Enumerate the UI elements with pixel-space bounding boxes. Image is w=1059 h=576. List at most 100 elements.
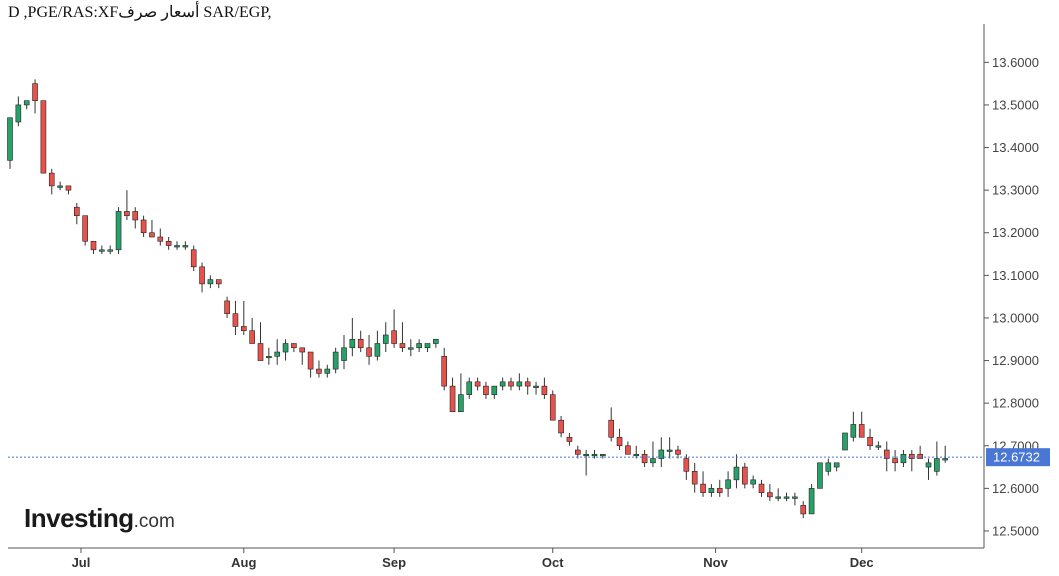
candle-down[interactable] xyxy=(90,240,97,251)
candle-up[interactable] xyxy=(282,343,289,353)
candle-up[interactable] xyxy=(349,338,356,349)
candle-down[interactable] xyxy=(232,313,239,327)
candle-up[interactable] xyxy=(57,185,63,188)
candle-down[interactable] xyxy=(767,492,773,498)
candle-down[interactable] xyxy=(908,453,915,459)
candle-up[interactable] xyxy=(666,449,673,452)
candle-up[interactable] xyxy=(23,100,30,106)
candle-up[interactable] xyxy=(817,462,823,489)
candle-up[interactable] xyxy=(842,432,848,451)
candle-up[interactable] xyxy=(533,385,539,388)
candle-up[interactable] xyxy=(341,347,347,361)
candle-down[interactable] xyxy=(257,343,264,361)
candle-down[interactable] xyxy=(132,211,139,221)
candle-down[interactable] xyxy=(48,172,55,187)
candle-up[interactable] xyxy=(942,458,949,461)
candle-down[interactable] xyxy=(65,185,72,191)
candle-down[interactable] xyxy=(616,436,623,447)
candle-up[interactable] xyxy=(466,381,473,395)
candle-down[interactable] xyxy=(399,343,406,349)
candle-up[interactable] xyxy=(591,453,598,457)
candle-down[interactable] xyxy=(40,100,47,174)
candle-down[interactable] xyxy=(691,471,698,485)
candle-down[interactable] xyxy=(549,394,556,421)
candle-down[interactable] xyxy=(299,347,306,353)
candle-down[interactable] xyxy=(449,385,456,412)
candle-down[interactable] xyxy=(149,232,155,238)
candle-down[interactable] xyxy=(800,505,807,515)
candle-up[interactable] xyxy=(332,351,339,370)
candle-down[interactable] xyxy=(883,449,890,459)
candle-down[interactable] xyxy=(441,355,448,387)
candle-up[interactable] xyxy=(324,368,331,374)
candle-down[interactable] xyxy=(858,424,865,438)
candle-down[interactable] xyxy=(124,211,130,217)
candle-down[interactable] xyxy=(867,436,873,447)
candle-up[interactable] xyxy=(433,338,439,344)
candle-up[interactable] xyxy=(850,424,857,438)
candle-down[interactable] xyxy=(215,279,222,285)
candle-down[interactable] xyxy=(558,419,564,434)
candle-up[interactable] xyxy=(658,449,665,459)
candle-down[interactable] xyxy=(190,249,197,268)
candle-down[interactable] xyxy=(307,351,314,370)
candle-down[interactable] xyxy=(641,453,648,464)
candle-down[interactable] xyxy=(716,488,723,493)
candle-up[interactable] xyxy=(266,355,272,359)
candle-down[interactable] xyxy=(741,466,748,485)
candle-down[interactable] xyxy=(224,300,230,314)
candle-down[interactable] xyxy=(524,381,531,387)
candle-down[interactable] xyxy=(675,449,681,455)
candle-down[interactable] xyxy=(917,453,923,459)
candle-up[interactable] xyxy=(934,458,940,472)
candle-up[interactable] xyxy=(115,211,122,251)
candle-up[interactable] xyxy=(708,488,715,493)
candle-down[interactable] xyxy=(199,266,205,285)
candle-up[interactable] xyxy=(825,462,832,472)
candle-down[interactable] xyxy=(541,385,548,395)
candle-up[interactable] xyxy=(15,104,22,123)
candle-down[interactable] xyxy=(391,330,397,344)
candle-down[interactable] xyxy=(316,368,322,374)
candle-down[interactable] xyxy=(474,381,481,387)
candle-up[interactable] xyxy=(808,488,815,515)
candle-down[interactable] xyxy=(165,240,172,246)
candle-down[interactable] xyxy=(140,219,147,234)
candle-up[interactable] xyxy=(174,245,180,248)
candle-up[interactable] xyxy=(900,453,907,464)
candle-up[interactable] xyxy=(382,334,389,344)
candle-down[interactable] xyxy=(758,483,765,493)
candle-down[interactable] xyxy=(157,236,164,242)
candle-up[interactable] xyxy=(833,462,840,468)
candle-down[interactable] xyxy=(291,343,297,349)
candle-down[interactable] xyxy=(32,83,38,101)
candle-up[interactable] xyxy=(516,381,523,387)
candle-up[interactable] xyxy=(875,445,882,448)
candle-up[interactable] xyxy=(207,279,214,285)
candle-down[interactable] xyxy=(483,385,489,395)
candle-down[interactable] xyxy=(574,449,581,455)
candle-up[interactable] xyxy=(583,453,589,457)
candle-up[interactable] xyxy=(416,343,422,349)
candle-up[interactable] xyxy=(650,458,656,464)
candle-up[interactable] xyxy=(182,245,189,248)
candle-up[interactable] xyxy=(733,466,740,481)
candle-down[interactable] xyxy=(608,419,615,438)
candle-up[interactable] xyxy=(600,453,606,457)
candle-up[interactable] xyxy=(458,394,464,412)
candle-up[interactable] xyxy=(633,453,640,457)
candle-down[interactable] xyxy=(683,458,690,472)
candle-up[interactable] xyxy=(7,117,13,161)
candle-down[interactable] xyxy=(357,338,364,349)
candle-up[interactable] xyxy=(424,343,431,349)
candle-down[interactable] xyxy=(249,330,255,344)
candle-up[interactable] xyxy=(374,343,381,357)
candle-up[interactable] xyxy=(775,496,782,499)
candle-up[interactable] xyxy=(792,496,798,499)
candle-up[interactable] xyxy=(783,496,790,499)
candle-up[interactable] xyxy=(107,249,113,252)
candle-down[interactable] xyxy=(366,347,372,357)
candle-up[interactable] xyxy=(99,249,105,252)
candle-up[interactable] xyxy=(499,381,506,387)
